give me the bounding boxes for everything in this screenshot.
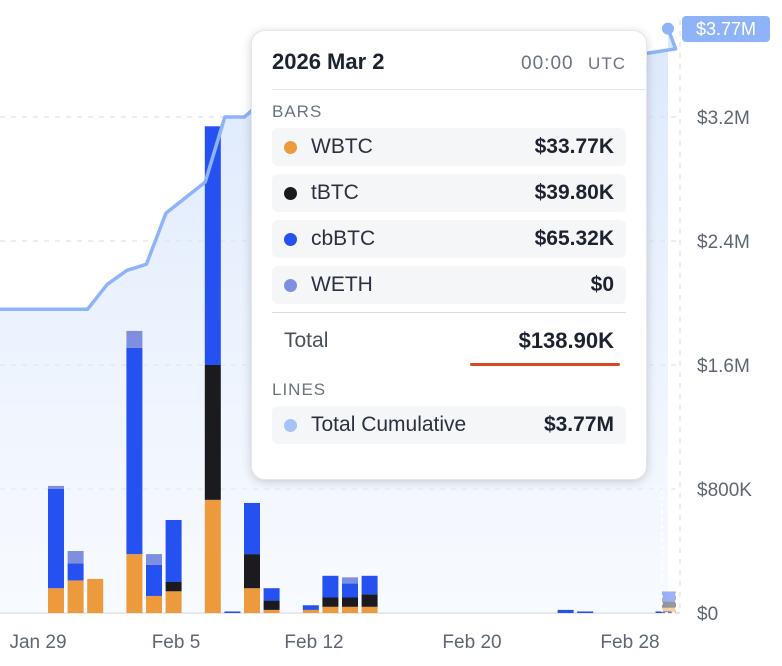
row-value: $33.77K [534,135,614,158]
bar-cbbtc-14 [322,575,339,598]
tooltip-row-total-cumulative: Total Cumulative $3.77M [272,406,626,444]
y-tick-label: $2.4M [697,232,750,253]
bar-weth-15 [342,577,358,584]
tooltip-time: 00:00 [521,53,574,74]
last-value-badge: $3.77M [682,16,770,42]
total-label: Total [284,329,329,352]
row-name: WBTC [311,135,373,158]
bar-wbtc-2 [87,578,104,613]
bar-cbbtc-1 [67,563,84,581]
bar-tbtc-8 [204,365,221,500]
tooltip: 2026 Mar 2 00:00 UTC BARS WBTC $33.77K t… [251,30,647,480]
cumulative-dot-icon [284,418,297,432]
bar-wbtc-0 [48,588,64,613]
row-name: WETH [311,273,373,296]
bar-cbbtc-5 [146,564,162,596]
bar-cbbtc-27 [577,611,594,613]
bar-wbtc-4 [126,554,143,613]
bar-cbbtc-16 [361,575,378,595]
row-value: $39.80K [534,181,614,204]
bar-wbtc-1 [67,580,84,613]
tbtc-dot-icon [284,186,297,200]
bar-wbtc-15 [342,606,358,613]
bar-cbbtc-26 [557,609,574,613]
bar-tbtc-16 [361,594,378,607]
x-tick-label: Feb 5 [152,632,201,653]
row-value: $65.32K [534,227,614,250]
bar-wbtc-14 [322,606,339,613]
bar-wbtc-11 [263,609,280,613]
row-value: $3.77M [543,413,614,436]
bar-cbbtc-13 [302,605,319,610]
total-underline [470,363,620,366]
tooltip-total: Total $138.90K [272,312,626,359]
axes: $0 $800K $1.6M $2.4M $3.2M Jan 29 Feb 5 Feb 12 F… [9,108,752,653]
tooltip-row-tbtc: tBTC $39.80K [272,174,626,212]
bar-cbbtc-6 [165,520,182,582]
bar-weth-0 [48,485,64,489]
bar-wbtc-6 [165,591,182,613]
hover-column [661,487,677,614]
bar-cbbtc-32 [662,591,676,602]
bar-tbtc-15 [342,597,358,607]
bar-tbtc-14 [322,597,339,607]
bars-section-header: BARS [272,102,323,121]
bar-cbbtc-4 [126,347,143,555]
lines-section-header: LINES [272,380,327,399]
bar-cbbtc-11 [263,588,280,601]
tooltip-divider [272,89,646,90]
y-tick-label: $0 [697,604,718,625]
tooltip-row-wbtc: WBTC $33.77K [272,128,626,166]
tooltip-row-weth: WETH $0 [272,266,626,304]
total-value: $138.90K [518,328,614,353]
bar-cbbtc-9 [224,611,241,613]
bar-wbtc-5 [146,595,162,613]
bar-tbtc-10 [244,554,260,589]
bar-tbtc-6 [165,582,182,592]
wbtc-dot-icon [284,140,297,154]
y-tick-label: $3.2M [697,108,750,129]
bar-wbtc-10 [244,588,260,613]
y-tick-label: $1.6M [697,356,750,377]
bar-tbtc-32 [662,601,676,608]
bar-weth-4 [126,330,143,348]
bars [48,126,677,614]
row-name: Total Cumulative [311,413,467,436]
x-tick-label: Feb 28 [600,632,659,653]
bar-wbtc-13 [302,609,319,613]
x-tick-label: Feb 20 [442,632,501,653]
row-value: $0 [590,273,614,296]
tooltip-date: 2026 Mar 2 [272,49,385,74]
tooltip-header: 2026 Mar 2 00:00 UTC [272,49,626,75]
x-tick-label: Feb 12 [284,632,343,653]
bar-weth-1 [67,551,84,564]
bar-cbbtc-31 [655,611,672,613]
y-tick-label: $800K [697,480,752,501]
bar-tbtc-11 [263,600,280,610]
row-name: tBTC [311,181,359,204]
tooltip-timezone: UTC [588,54,626,73]
bar-wbtc-16 [361,606,378,613]
cumulative-end-point [662,22,674,35]
bar-wbtc-8 [204,499,221,613]
bar-cbbtc-8 [204,126,221,365]
x-tick-label: Jan 29 [9,632,66,653]
bar-wbtc-32 [662,607,676,613]
bar-weth-5 [146,554,162,565]
bar-cbbtc-10 [244,502,260,555]
row-name: cbBTC [311,227,376,250]
tooltip-row-cbbtc: cbBTC $65.32K [272,220,626,258]
bar-cbbtc-0 [48,489,64,589]
cbbtc-dot-icon [284,232,297,246]
bar-cbbtc-15 [342,583,358,598]
weth-dot-icon [284,278,297,292]
